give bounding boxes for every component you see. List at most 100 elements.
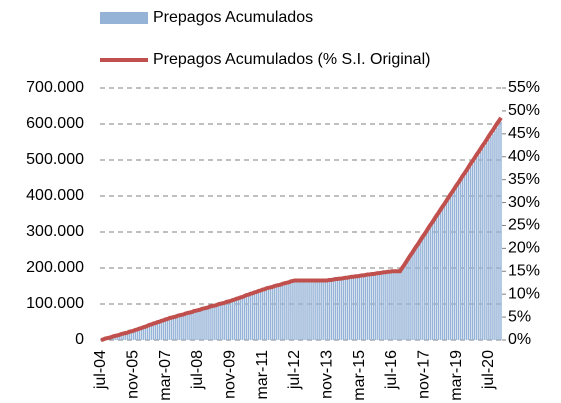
bar xyxy=(276,286,278,340)
bar xyxy=(201,309,203,340)
bar xyxy=(441,209,444,340)
bar xyxy=(177,316,179,340)
bar xyxy=(298,281,300,340)
bar xyxy=(259,291,262,340)
y2-tick-label: 10% xyxy=(508,285,540,302)
bar xyxy=(318,281,320,340)
bar xyxy=(138,328,141,340)
bar xyxy=(356,277,359,340)
bar xyxy=(284,284,286,340)
bar xyxy=(189,313,191,340)
bar xyxy=(415,248,417,340)
bar xyxy=(128,331,130,340)
bar xyxy=(195,311,197,340)
bar xyxy=(381,273,383,340)
y2-tick-label: 15% xyxy=(508,262,540,279)
bar xyxy=(215,305,217,340)
bar xyxy=(354,277,357,340)
bar xyxy=(223,303,225,340)
bar xyxy=(150,324,153,340)
bar xyxy=(368,275,371,340)
bar xyxy=(120,334,122,340)
bar xyxy=(399,272,401,340)
bar xyxy=(158,322,161,340)
bar xyxy=(247,295,250,340)
bar xyxy=(300,281,302,340)
y2-tick-label: 25% xyxy=(508,217,540,234)
bar xyxy=(387,272,389,340)
bar xyxy=(332,280,335,340)
bar xyxy=(286,283,288,340)
bar xyxy=(340,279,343,340)
x-tick-label: jul-08 xyxy=(189,350,206,390)
bar xyxy=(209,307,211,340)
bar xyxy=(486,142,488,340)
bar xyxy=(312,281,314,340)
bar xyxy=(494,130,496,340)
bar xyxy=(211,306,213,340)
bar xyxy=(166,319,169,340)
bar xyxy=(280,285,282,340)
bar xyxy=(324,281,326,340)
bar xyxy=(334,280,337,340)
bar xyxy=(272,287,274,340)
bar xyxy=(160,321,163,340)
bar xyxy=(290,282,292,340)
x-tick-label: mar-15 xyxy=(351,350,368,401)
bar xyxy=(114,335,116,340)
bar xyxy=(162,320,165,340)
bar xyxy=(431,224,434,340)
bar xyxy=(326,281,328,340)
y-tick-label: 0 xyxy=(75,331,84,348)
bar xyxy=(370,275,373,340)
bar xyxy=(401,269,403,340)
bar xyxy=(193,311,195,340)
bar xyxy=(472,164,474,340)
bar xyxy=(179,315,181,340)
bar xyxy=(203,308,205,340)
y-tick-label: 200.000 xyxy=(26,259,84,276)
y-tick-label: 100.000 xyxy=(26,295,84,312)
bar xyxy=(296,281,298,340)
bar xyxy=(482,148,484,340)
bar xyxy=(330,281,333,340)
y-tick-label: 600.000 xyxy=(26,115,84,132)
bar xyxy=(225,302,227,340)
bar xyxy=(377,274,379,340)
bar xyxy=(393,272,395,340)
bar xyxy=(134,330,137,340)
bar xyxy=(419,242,421,340)
y2-tick-label: 5% xyxy=(508,308,531,325)
bar xyxy=(429,227,431,340)
bar xyxy=(156,322,159,340)
bar xyxy=(132,331,135,340)
bar xyxy=(423,236,425,340)
bar xyxy=(187,313,189,340)
y-tick-label: 400.000 xyxy=(26,187,84,204)
bar xyxy=(306,281,308,340)
bar xyxy=(488,139,490,340)
bar xyxy=(461,178,464,340)
legend-label: Prepagos Acumulados (% S.I. Original) xyxy=(153,51,430,68)
bar xyxy=(144,326,147,340)
bar xyxy=(265,289,268,340)
bar xyxy=(122,333,124,340)
x-tick-label: jul-20 xyxy=(480,350,497,390)
bar xyxy=(375,274,377,340)
bar xyxy=(478,155,480,340)
bar xyxy=(175,317,177,340)
bar xyxy=(126,332,128,340)
bar xyxy=(233,300,236,340)
bar xyxy=(459,182,462,340)
bar xyxy=(474,160,476,340)
bar xyxy=(241,297,244,340)
bar xyxy=(257,291,260,340)
bar xyxy=(413,251,415,340)
bar xyxy=(447,200,450,340)
bar xyxy=(443,206,446,340)
bar xyxy=(366,275,369,340)
bar xyxy=(304,281,306,340)
bar xyxy=(152,323,155,340)
bar xyxy=(364,276,367,340)
